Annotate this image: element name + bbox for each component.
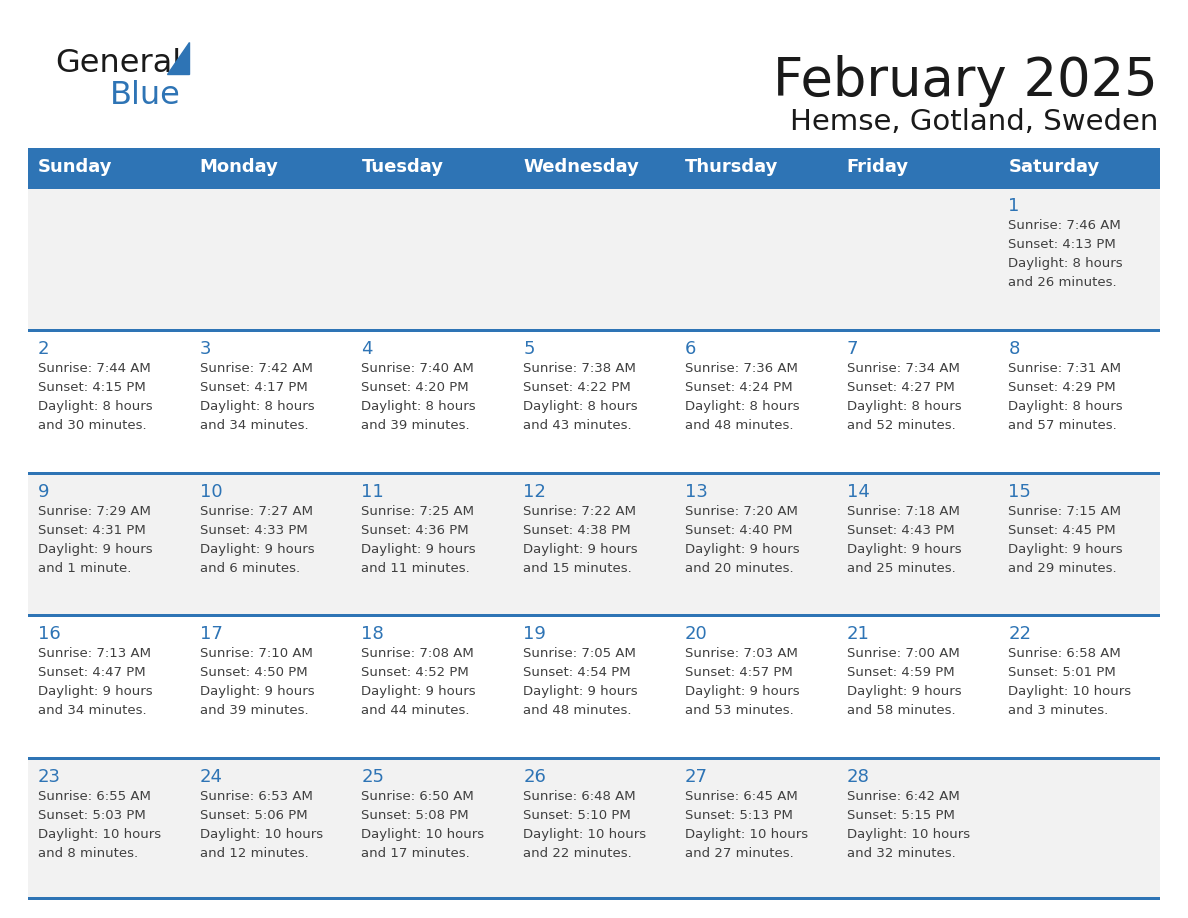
Text: 28: 28 xyxy=(847,768,870,786)
Text: Sunrise: 7:29 AM
Sunset: 4:31 PM
Daylight: 9 hours
and 1 minute.: Sunrise: 7:29 AM Sunset: 4:31 PM Dayligh… xyxy=(38,505,152,575)
Text: Sunrise: 7:22 AM
Sunset: 4:38 PM
Daylight: 9 hours
and 15 minutes.: Sunrise: 7:22 AM Sunset: 4:38 PM Dayligh… xyxy=(523,505,638,575)
Text: 12: 12 xyxy=(523,483,546,500)
Bar xyxy=(29,329,1159,331)
Text: 16: 16 xyxy=(38,625,61,644)
Text: 8: 8 xyxy=(1009,340,1019,358)
Text: 7: 7 xyxy=(847,340,858,358)
Text: Sunrise: 7:42 AM
Sunset: 4:17 PM
Daylight: 8 hours
and 34 minutes.: Sunrise: 7:42 AM Sunset: 4:17 PM Dayligh… xyxy=(200,362,315,431)
Bar xyxy=(29,614,1159,618)
Text: Sunrise: 7:05 AM
Sunset: 4:54 PM
Daylight: 9 hours
and 48 minutes.: Sunrise: 7:05 AM Sunset: 4:54 PM Dayligh… xyxy=(523,647,638,717)
Bar xyxy=(29,186,1159,189)
Bar xyxy=(29,148,1159,186)
Text: Blue: Blue xyxy=(110,80,181,111)
Text: Monday: Monday xyxy=(200,158,279,176)
Text: Saturday: Saturday xyxy=(1009,158,1100,176)
Text: Sunrise: 6:48 AM
Sunset: 5:10 PM
Daylight: 10 hours
and 22 minutes.: Sunrise: 6:48 AM Sunset: 5:10 PM Dayligh… xyxy=(523,790,646,860)
Text: 6: 6 xyxy=(684,340,696,358)
Bar xyxy=(29,897,1159,900)
Text: 10: 10 xyxy=(200,483,222,500)
Text: 17: 17 xyxy=(200,625,222,644)
Text: Thursday: Thursday xyxy=(684,158,778,176)
Text: Sunrise: 7:10 AM
Sunset: 4:50 PM
Daylight: 9 hours
and 39 minutes.: Sunrise: 7:10 AM Sunset: 4:50 PM Dayligh… xyxy=(200,647,315,717)
Text: 13: 13 xyxy=(684,483,708,500)
Text: Friday: Friday xyxy=(847,158,909,176)
Bar xyxy=(29,329,1159,472)
Bar xyxy=(29,757,1159,760)
Bar xyxy=(29,472,1159,614)
Bar xyxy=(29,614,1159,757)
Bar xyxy=(29,186,1159,329)
Text: Sunrise: 7:38 AM
Sunset: 4:22 PM
Daylight: 8 hours
and 43 minutes.: Sunrise: 7:38 AM Sunset: 4:22 PM Dayligh… xyxy=(523,362,638,431)
Text: 21: 21 xyxy=(847,625,870,644)
Text: February 2025: February 2025 xyxy=(773,55,1158,107)
Text: 14: 14 xyxy=(847,483,870,500)
Text: Sunrise: 7:08 AM
Sunset: 4:52 PM
Daylight: 9 hours
and 44 minutes.: Sunrise: 7:08 AM Sunset: 4:52 PM Dayligh… xyxy=(361,647,476,717)
Text: 9: 9 xyxy=(38,483,50,500)
Text: 4: 4 xyxy=(361,340,373,358)
Text: 3: 3 xyxy=(200,340,211,358)
Bar xyxy=(29,757,1159,900)
Text: 5: 5 xyxy=(523,340,535,358)
Text: 1: 1 xyxy=(1009,197,1019,215)
Text: 18: 18 xyxy=(361,625,384,644)
Text: Wednesday: Wednesday xyxy=(523,158,639,176)
Text: Sunday: Sunday xyxy=(38,158,113,176)
Text: Sunrise: 7:00 AM
Sunset: 4:59 PM
Daylight: 9 hours
and 58 minutes.: Sunrise: 7:00 AM Sunset: 4:59 PM Dayligh… xyxy=(847,647,961,717)
Text: Sunrise: 7:20 AM
Sunset: 4:40 PM
Daylight: 9 hours
and 20 minutes.: Sunrise: 7:20 AM Sunset: 4:40 PM Dayligh… xyxy=(684,505,800,575)
Text: General: General xyxy=(55,48,181,79)
Text: Sunrise: 7:27 AM
Sunset: 4:33 PM
Daylight: 9 hours
and 6 minutes.: Sunrise: 7:27 AM Sunset: 4:33 PM Dayligh… xyxy=(200,505,315,575)
Text: Sunrise: 6:50 AM
Sunset: 5:08 PM
Daylight: 10 hours
and 17 minutes.: Sunrise: 6:50 AM Sunset: 5:08 PM Dayligh… xyxy=(361,790,485,860)
Polygon shape xyxy=(168,42,189,74)
Text: 25: 25 xyxy=(361,768,385,786)
Text: Sunrise: 7:31 AM
Sunset: 4:29 PM
Daylight: 8 hours
and 57 minutes.: Sunrise: 7:31 AM Sunset: 4:29 PM Dayligh… xyxy=(1009,362,1123,431)
Text: Sunrise: 6:55 AM
Sunset: 5:03 PM
Daylight: 10 hours
and 8 minutes.: Sunrise: 6:55 AM Sunset: 5:03 PM Dayligh… xyxy=(38,790,162,860)
Text: 23: 23 xyxy=(38,768,61,786)
Text: 15: 15 xyxy=(1009,483,1031,500)
Text: Sunrise: 6:42 AM
Sunset: 5:15 PM
Daylight: 10 hours
and 32 minutes.: Sunrise: 6:42 AM Sunset: 5:15 PM Dayligh… xyxy=(847,790,969,860)
Text: 20: 20 xyxy=(684,625,708,644)
Text: 24: 24 xyxy=(200,768,222,786)
Text: Sunrise: 7:40 AM
Sunset: 4:20 PM
Daylight: 8 hours
and 39 minutes.: Sunrise: 7:40 AM Sunset: 4:20 PM Dayligh… xyxy=(361,362,476,431)
Text: Sunrise: 7:03 AM
Sunset: 4:57 PM
Daylight: 9 hours
and 53 minutes.: Sunrise: 7:03 AM Sunset: 4:57 PM Dayligh… xyxy=(684,647,800,717)
Text: Hemse, Gotland, Sweden: Hemse, Gotland, Sweden xyxy=(790,108,1158,136)
Text: Sunrise: 6:45 AM
Sunset: 5:13 PM
Daylight: 10 hours
and 27 minutes.: Sunrise: 6:45 AM Sunset: 5:13 PM Dayligh… xyxy=(684,790,808,860)
Text: Sunrise: 7:18 AM
Sunset: 4:43 PM
Daylight: 9 hours
and 25 minutes.: Sunrise: 7:18 AM Sunset: 4:43 PM Dayligh… xyxy=(847,505,961,575)
Bar xyxy=(29,472,1159,475)
Text: Sunrise: 7:36 AM
Sunset: 4:24 PM
Daylight: 8 hours
and 48 minutes.: Sunrise: 7:36 AM Sunset: 4:24 PM Dayligh… xyxy=(684,362,800,431)
Text: Tuesday: Tuesday xyxy=(361,158,443,176)
Text: 26: 26 xyxy=(523,768,546,786)
Text: Sunrise: 6:53 AM
Sunset: 5:06 PM
Daylight: 10 hours
and 12 minutes.: Sunrise: 6:53 AM Sunset: 5:06 PM Dayligh… xyxy=(200,790,323,860)
Text: 2: 2 xyxy=(38,340,50,358)
Text: 27: 27 xyxy=(684,768,708,786)
Text: Sunrise: 7:15 AM
Sunset: 4:45 PM
Daylight: 9 hours
and 29 minutes.: Sunrise: 7:15 AM Sunset: 4:45 PM Dayligh… xyxy=(1009,505,1123,575)
Text: Sunrise: 6:58 AM
Sunset: 5:01 PM
Daylight: 10 hours
and 3 minutes.: Sunrise: 6:58 AM Sunset: 5:01 PM Dayligh… xyxy=(1009,647,1131,717)
Text: 22: 22 xyxy=(1009,625,1031,644)
Text: 11: 11 xyxy=(361,483,384,500)
Text: Sunrise: 7:25 AM
Sunset: 4:36 PM
Daylight: 9 hours
and 11 minutes.: Sunrise: 7:25 AM Sunset: 4:36 PM Dayligh… xyxy=(361,505,476,575)
Text: Sunrise: 7:34 AM
Sunset: 4:27 PM
Daylight: 8 hours
and 52 minutes.: Sunrise: 7:34 AM Sunset: 4:27 PM Dayligh… xyxy=(847,362,961,431)
Text: Sunrise: 7:44 AM
Sunset: 4:15 PM
Daylight: 8 hours
and 30 minutes.: Sunrise: 7:44 AM Sunset: 4:15 PM Dayligh… xyxy=(38,362,152,431)
Text: Sunrise: 7:46 AM
Sunset: 4:13 PM
Daylight: 8 hours
and 26 minutes.: Sunrise: 7:46 AM Sunset: 4:13 PM Dayligh… xyxy=(1009,219,1123,289)
Text: Sunrise: 7:13 AM
Sunset: 4:47 PM
Daylight: 9 hours
and 34 minutes.: Sunrise: 7:13 AM Sunset: 4:47 PM Dayligh… xyxy=(38,647,152,717)
Text: 19: 19 xyxy=(523,625,546,644)
